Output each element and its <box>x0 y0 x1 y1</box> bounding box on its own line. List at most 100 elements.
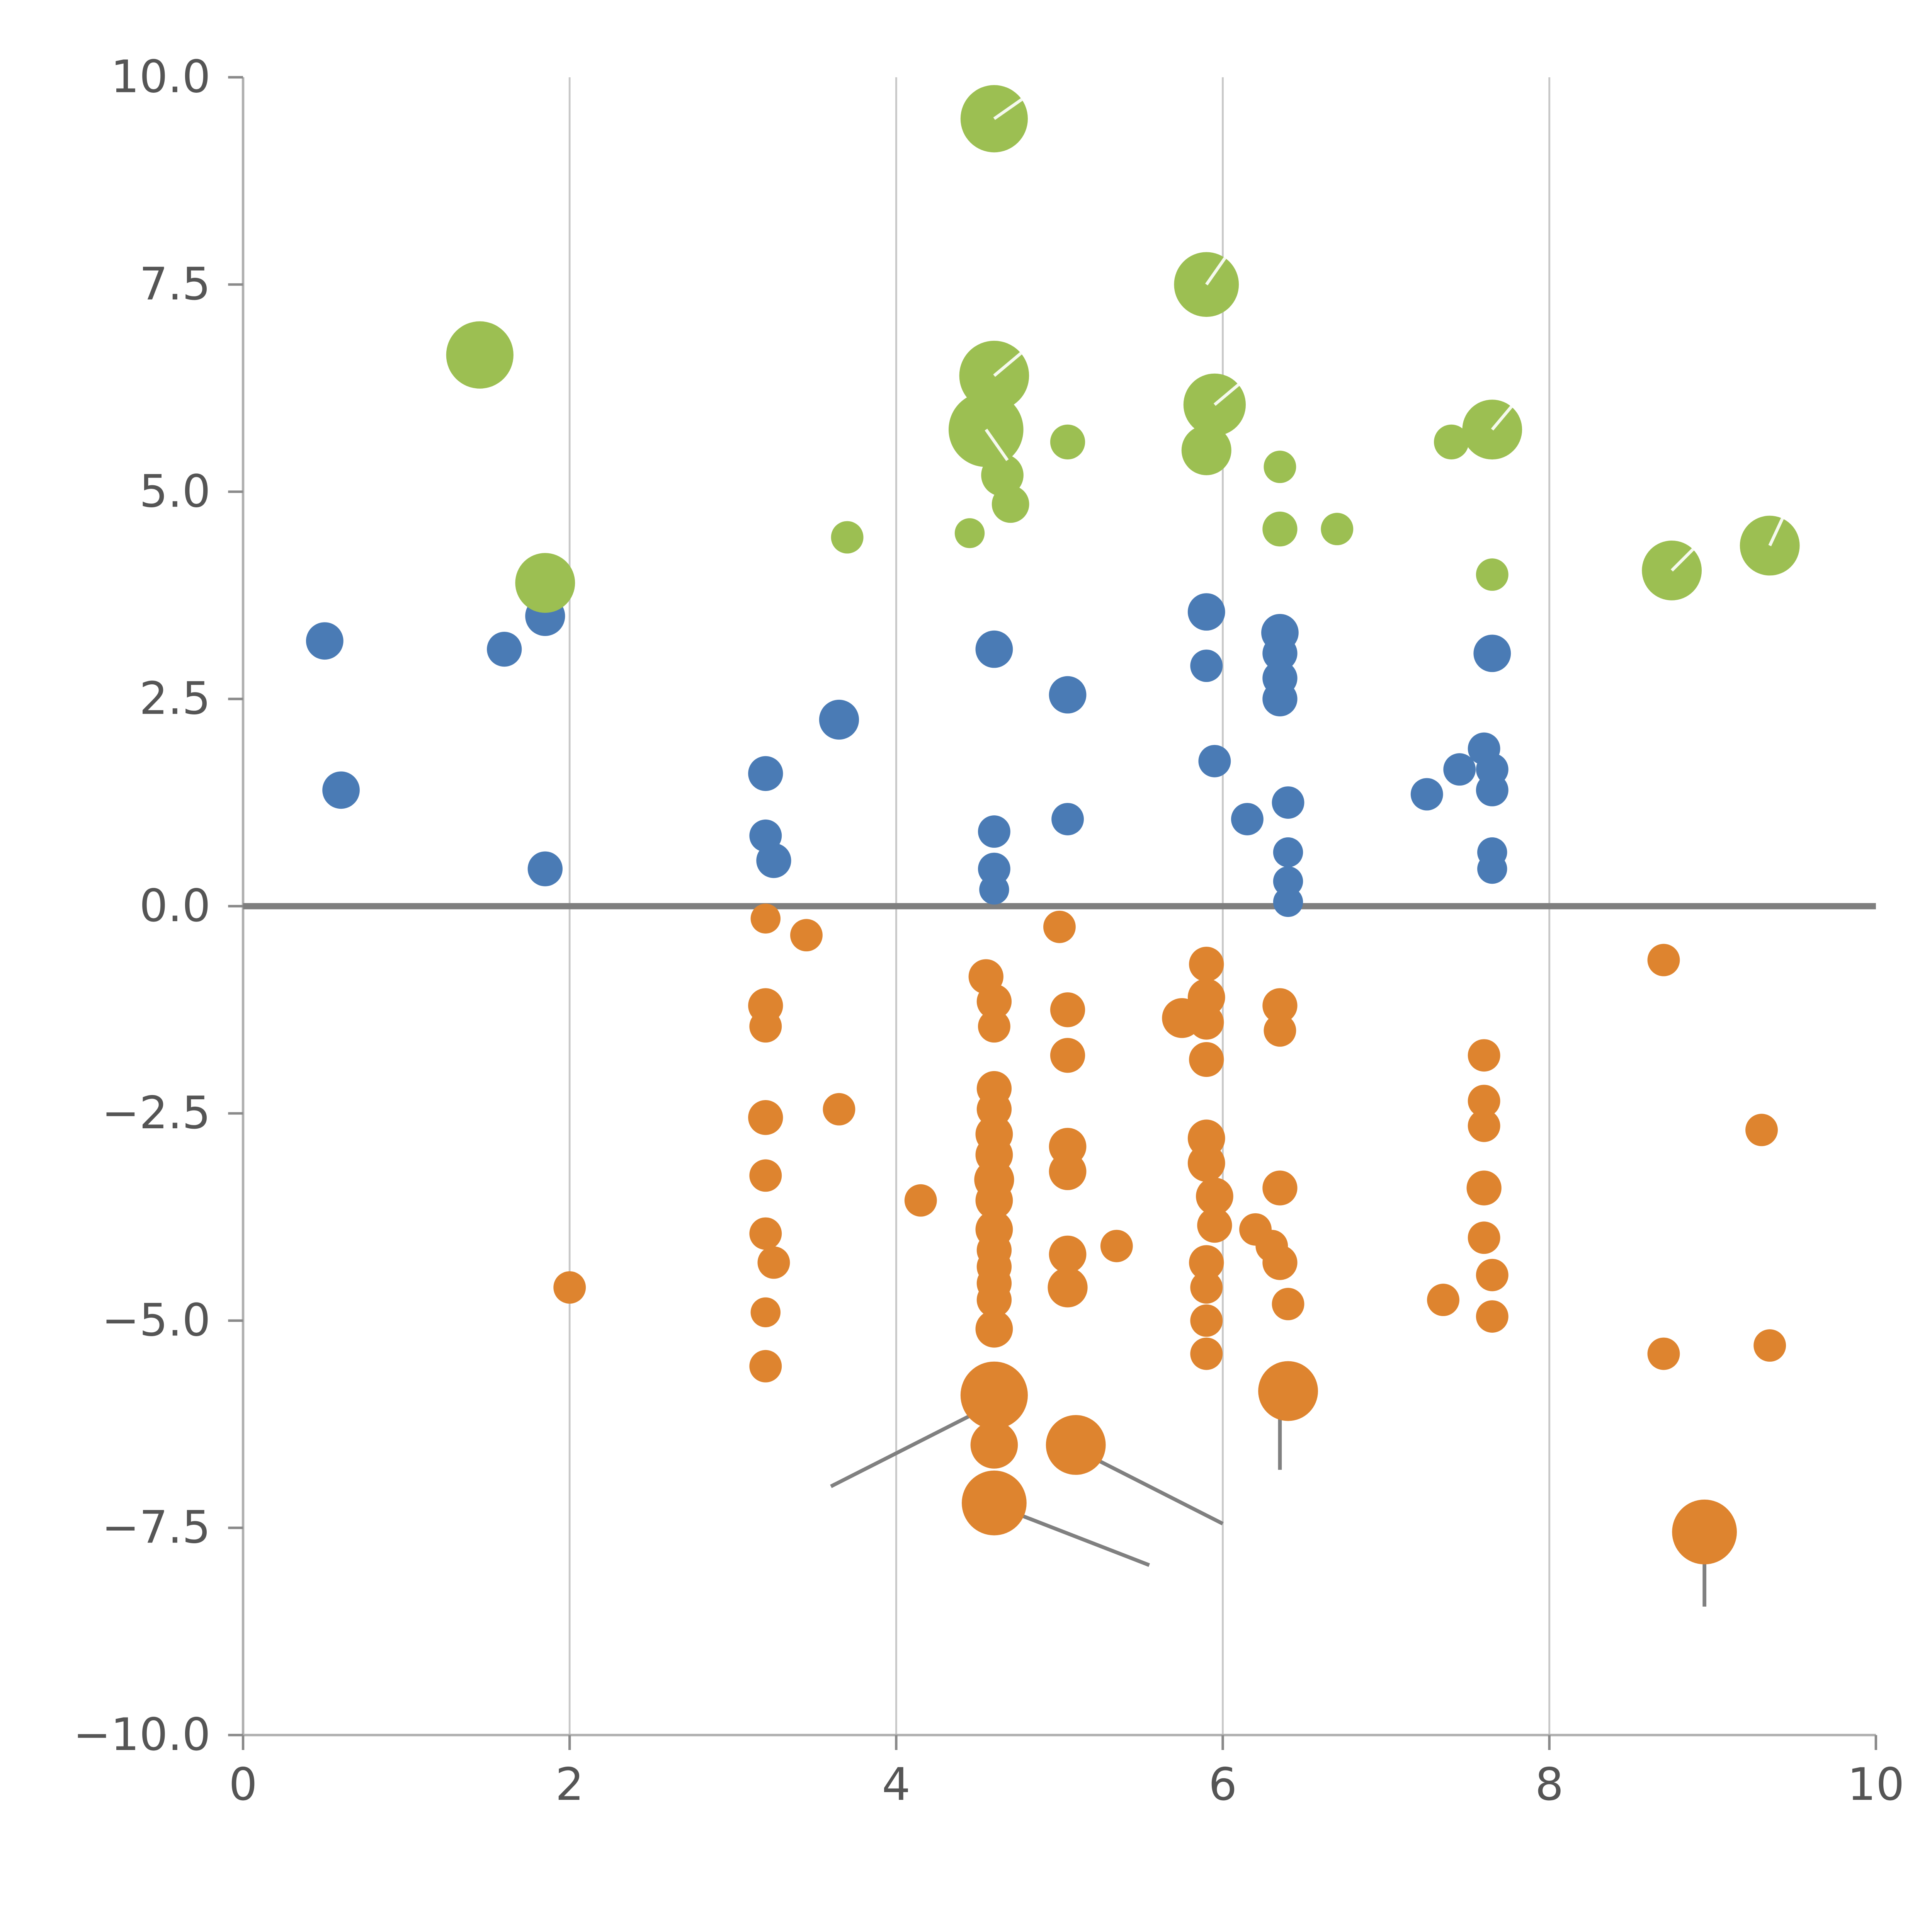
scatter-point <box>1466 1170 1502 1206</box>
x-tick-label: 8 <box>1535 1759 1564 1811</box>
scatter-point <box>1187 1144 1225 1182</box>
scatter-point <box>1264 451 1296 483</box>
series-blue <box>306 557 1693 917</box>
scatter-point <box>1647 1337 1680 1370</box>
scatter-point <box>749 1217 782 1250</box>
scatter-point <box>1051 803 1084 835</box>
y-tick-label: 2.5 <box>139 673 211 725</box>
scatter-point <box>1189 947 1224 982</box>
scatter-point <box>1476 1259 1509 1291</box>
scatter-point <box>954 518 985 548</box>
scatter-point <box>819 699 859 740</box>
scatter-point <box>1264 1014 1296 1047</box>
bubble-tick <box>985 429 1009 461</box>
scatter-point <box>1258 1361 1318 1421</box>
scatter-point <box>962 1470 1027 1536</box>
scatter-point <box>749 1010 782 1043</box>
bubble-tick <box>1205 257 1226 286</box>
scatter-point <box>1272 1287 1304 1320</box>
scatter-point <box>978 815 1010 848</box>
scatter-point <box>1476 774 1509 806</box>
scatter-point <box>1050 992 1085 1027</box>
stem-line <box>1010 1509 1150 1567</box>
scatter-point <box>1049 676 1087 714</box>
scatter-point <box>748 1100 783 1135</box>
scatter-point <box>1050 1038 1085 1073</box>
scatter-point <box>1189 1245 1224 1280</box>
scatter-point <box>1468 1039 1500 1072</box>
y-tick-label: −7.5 <box>102 1502 211 1554</box>
scatter-point <box>904 1184 937 1217</box>
scatter-point <box>1189 1042 1224 1077</box>
scatter-point <box>749 1159 782 1192</box>
scatter-point <box>1468 1085 1500 1117</box>
series-orange <box>553 903 1786 1565</box>
y-tick-label: 5.0 <box>139 465 211 517</box>
scatter-point <box>1043 910 1076 943</box>
stem-line <box>1083 1451 1224 1526</box>
scatter-point <box>1262 1170 1298 1206</box>
scatter-point <box>1434 424 1469 460</box>
scatter-point <box>1187 593 1225 631</box>
scatter-point <box>515 553 575 613</box>
scatter-point <box>1753 1329 1786 1362</box>
scatter-point <box>1477 854 1507 884</box>
x-tick-label: 10 <box>1847 1759 1905 1811</box>
scatter-point <box>750 1297 781 1327</box>
scatter-point <box>1672 1499 1737 1565</box>
scatter-point <box>1181 425 1231 475</box>
scatter-point <box>790 919 823 952</box>
scatter-point <box>992 485 1029 523</box>
scatter-point <box>975 630 1013 668</box>
bubble-tick <box>1491 405 1513 431</box>
scatter-point <box>1273 866 1303 896</box>
scatter-point <box>1048 1267 1088 1308</box>
scatter-point <box>748 756 783 791</box>
scatter-point <box>749 1350 782 1383</box>
scatter-point <box>978 852 1010 885</box>
scatter-point <box>1100 1230 1133 1262</box>
scatter-point <box>1187 978 1225 1016</box>
scatter-point <box>1273 887 1303 917</box>
scatter-point <box>553 1271 586 1304</box>
scatter-point <box>1190 1271 1223 1304</box>
scatter-point <box>1321 513 1354 546</box>
scatter-point <box>1189 1005 1224 1040</box>
scatter-point <box>979 874 1009 905</box>
scatter-point <box>831 521 864 554</box>
x-tick-label: 6 <box>1209 1759 1237 1811</box>
scatter-point <box>1190 1304 1223 1337</box>
scatter-point <box>1262 636 1298 671</box>
scatter-point <box>1462 400 1522 460</box>
scatter-point <box>1647 944 1680 976</box>
scatter-point <box>1190 650 1223 682</box>
scatter-point <box>757 1246 790 1279</box>
x-tick-label: 4 <box>882 1759 910 1811</box>
scatter-point <box>1468 1109 1500 1142</box>
scatter-point <box>1745 1114 1778 1146</box>
scatter-point <box>960 1361 1028 1429</box>
scatter-point <box>1410 778 1443 811</box>
scatter-point <box>1049 1235 1087 1273</box>
stem-line <box>830 1406 987 1488</box>
scatter-point <box>975 1182 1013 1219</box>
x-tick-label: 2 <box>555 1759 584 1811</box>
scatter-point <box>823 1093 855 1126</box>
scatter-point <box>1262 681 1298 717</box>
y-tick-label: 7.5 <box>139 258 211 310</box>
scatter-point <box>1473 634 1511 672</box>
scatter-point <box>976 984 1012 1019</box>
scatter-point <box>487 631 522 667</box>
y-tick-label: −2.5 <box>102 1087 211 1139</box>
scatter-point <box>306 622 344 660</box>
bubble-tick <box>993 352 1022 377</box>
scatter-point <box>1197 1208 1232 1243</box>
scatter-point <box>1262 988 1298 1023</box>
scatter-point <box>1476 558 1509 591</box>
scatter-point <box>1476 1300 1509 1333</box>
bubble-tick <box>993 98 1023 120</box>
scatter-point <box>527 851 563 886</box>
scatter-point <box>978 1010 1010 1043</box>
scatter-point <box>1231 803 1264 835</box>
